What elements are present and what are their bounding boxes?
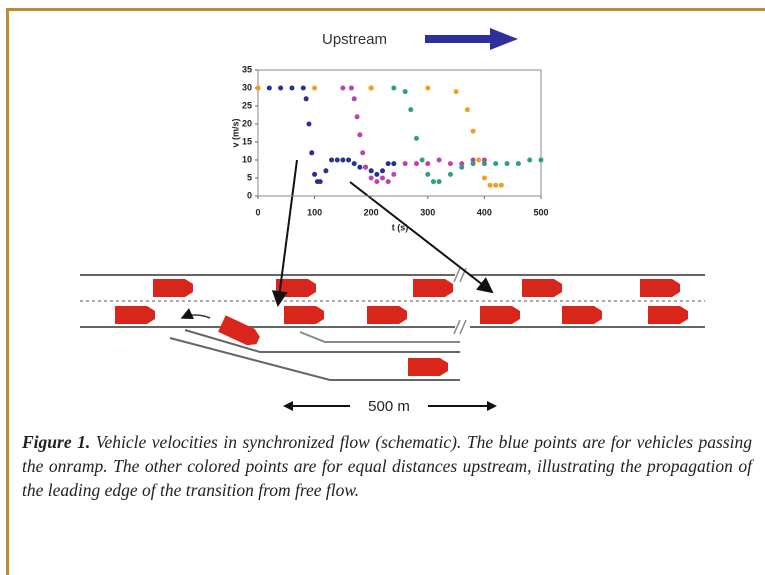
data-point	[312, 172, 317, 177]
data-point	[391, 161, 396, 166]
x-tick-label: 200	[364, 207, 379, 217]
data-point	[340, 158, 345, 163]
y-tick-label: 0	[247, 190, 252, 200]
data-point	[304, 96, 309, 101]
data-point	[278, 86, 283, 91]
data-point	[289, 86, 294, 91]
data-point	[349, 86, 354, 91]
data-point	[267, 86, 272, 91]
data-point	[448, 172, 453, 177]
data-point	[391, 172, 396, 177]
data-point	[403, 161, 408, 166]
data-point	[425, 172, 430, 177]
data-point	[380, 168, 385, 173]
data-point	[448, 161, 453, 166]
x-tick-label: 100	[307, 207, 322, 217]
data-point	[374, 172, 379, 177]
data-point	[360, 150, 365, 155]
x-tick-label: 400	[477, 207, 492, 217]
data-point	[309, 150, 314, 155]
x-tick-label: 500	[533, 207, 548, 217]
data-point	[414, 161, 419, 166]
data-point	[482, 161, 487, 166]
data-point	[420, 158, 425, 163]
y-tick-label: 35	[242, 64, 252, 74]
data-point	[369, 168, 374, 173]
data-point	[425, 161, 430, 166]
data-point	[499, 183, 504, 188]
y-axis-label: v (m/s)	[230, 118, 240, 147]
distance-label: 500 m	[368, 398, 410, 415]
data-point	[471, 129, 476, 134]
x-tick-label: 0	[255, 207, 260, 217]
caption-label: Figure 1.	[22, 432, 90, 452]
data-point	[408, 107, 413, 112]
data-point	[414, 136, 419, 141]
data-point	[369, 86, 374, 91]
page: Upstream 500 m t (s) v (m/s) 0 5 10 15 20 25 3…	[0, 0, 765, 575]
data-point	[539, 158, 544, 163]
data-point	[335, 158, 340, 163]
data-point	[352, 161, 357, 166]
data-point	[471, 161, 476, 166]
data-point	[476, 158, 481, 163]
data-point	[403, 89, 408, 94]
data-point	[380, 176, 385, 181]
data-point	[482, 176, 487, 181]
data-point	[431, 179, 436, 184]
data-point	[454, 89, 459, 94]
x-axis-label: t (s)	[392, 222, 409, 232]
data-point	[352, 96, 357, 101]
data-point	[465, 107, 470, 112]
y-tick-label: 20	[242, 118, 252, 128]
caption-text: Vehicle velocities in synchronized flow …	[22, 432, 752, 500]
x-tick-label: 300	[420, 207, 435, 217]
data-point	[346, 158, 351, 163]
data-point	[357, 165, 362, 170]
plot-frame	[258, 70, 541, 196]
data-point	[386, 161, 391, 166]
data-point	[355, 114, 360, 119]
y-tick-label: 30	[242, 82, 252, 92]
data-point	[357, 132, 362, 137]
data-point	[363, 165, 368, 170]
upstream-arrow	[425, 28, 518, 50]
y-tick-label: 10	[242, 154, 252, 164]
data-point	[488, 183, 493, 188]
y-tick-label: 25	[242, 100, 252, 110]
data-point	[516, 161, 521, 166]
data-point	[493, 161, 498, 166]
data-point	[527, 158, 532, 163]
frame-top	[6, 8, 765, 11]
data-point	[493, 183, 498, 188]
caption: Figure 1. Vehicle velocities in synchron…	[22, 430, 752, 502]
upstream-label: Upstream	[322, 31, 387, 48]
data-point	[425, 86, 430, 91]
data-point	[306, 122, 311, 127]
data-point	[459, 165, 464, 170]
data-point	[340, 86, 345, 91]
data-point	[301, 86, 306, 91]
data-point	[391, 86, 396, 91]
y-tick-label: 5	[247, 172, 252, 182]
data-point	[329, 158, 334, 163]
data-point	[437, 179, 442, 184]
data-point	[318, 179, 323, 184]
data-point	[369, 176, 374, 181]
data-point	[386, 179, 391, 184]
data-point	[323, 168, 328, 173]
data-point	[437, 158, 442, 163]
data-point	[505, 161, 510, 166]
y-tick-label: 15	[242, 136, 252, 146]
data-point	[374, 179, 379, 184]
frame-left	[6, 8, 9, 575]
data-point	[256, 86, 261, 91]
merge-arrow	[182, 315, 210, 318]
data-point	[312, 86, 317, 91]
